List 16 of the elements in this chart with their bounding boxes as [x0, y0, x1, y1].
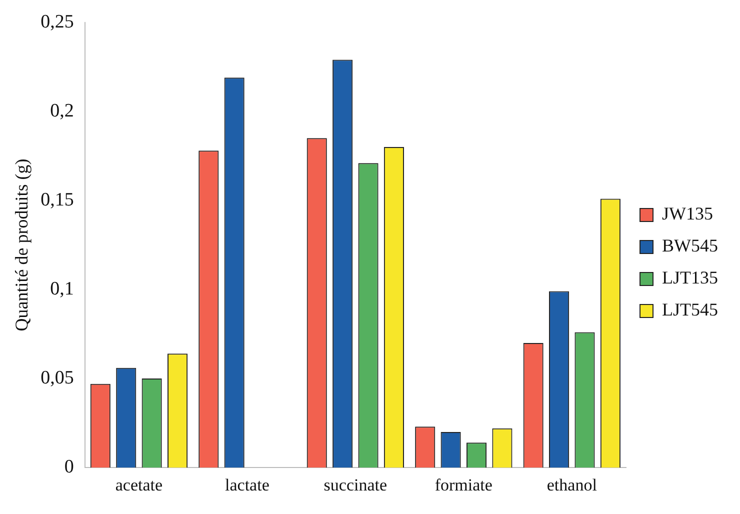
y-tick-label: 0,05	[40, 368, 74, 389]
x-tick-label: ethanol	[546, 475, 598, 494]
y-tick-label: 0,25	[40, 11, 74, 32]
x-tick-label: lactate	[225, 475, 270, 494]
legend-label: LJT135	[662, 268, 718, 288]
y-tick-label: 0,2	[50, 100, 74, 122]
x-tick-label: succinate	[324, 475, 388, 494]
legend-label: JW135	[662, 204, 714, 224]
y-tick-label: 0	[64, 456, 74, 478]
legend-label: LJT545	[662, 300, 718, 320]
y-axis-title: Quantité de produits (g)	[12, 158, 32, 332]
x-tick-label: acetate	[115, 475, 163, 494]
legend-label: BW545	[662, 236, 718, 256]
y-tick-label: 0,1	[50, 278, 74, 300]
x-tick-label: formiate	[434, 475, 492, 494]
y-tick-label: 0,15	[40, 189, 74, 210]
